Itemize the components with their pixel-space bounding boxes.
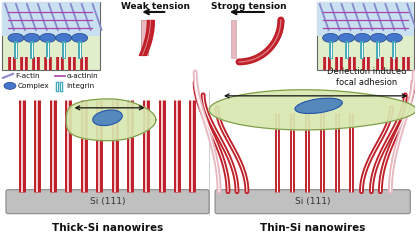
Bar bbox=[231, 20, 236, 58]
Ellipse shape bbox=[40, 33, 56, 42]
Ellipse shape bbox=[24, 33, 40, 42]
Text: Deflection induced
focal adhesion: Deflection induced focal adhesion bbox=[327, 67, 406, 87]
Bar bbox=[141, 20, 148, 55]
Bar bbox=[2, 2, 100, 70]
Bar bbox=[317, 2, 414, 70]
Text: Thin-Si nanowires: Thin-Si nanowires bbox=[260, 223, 365, 233]
Ellipse shape bbox=[339, 33, 354, 42]
Ellipse shape bbox=[295, 98, 342, 113]
Bar bbox=[2, 2, 100, 36]
Ellipse shape bbox=[323, 33, 339, 42]
Ellipse shape bbox=[386, 33, 402, 42]
Ellipse shape bbox=[4, 82, 16, 89]
Text: Integrin: Integrin bbox=[67, 83, 95, 89]
Ellipse shape bbox=[8, 33, 24, 42]
Text: Weak tension: Weak tension bbox=[121, 3, 190, 11]
Ellipse shape bbox=[370, 33, 386, 42]
Bar bbox=[317, 2, 414, 36]
Text: Complex: Complex bbox=[18, 83, 50, 89]
Text: F-actin: F-actin bbox=[15, 73, 40, 79]
Text: Strong tension: Strong tension bbox=[211, 3, 287, 11]
Text: Thick-Si nanowires: Thick-Si nanowires bbox=[52, 223, 163, 233]
Text: Si (111): Si (111) bbox=[90, 197, 125, 206]
FancyBboxPatch shape bbox=[6, 190, 209, 214]
FancyBboxPatch shape bbox=[215, 190, 410, 214]
Text: Si (111): Si (111) bbox=[295, 197, 330, 206]
Text: α-actinin: α-actinin bbox=[67, 73, 98, 79]
Ellipse shape bbox=[354, 33, 370, 42]
Ellipse shape bbox=[56, 33, 72, 42]
Polygon shape bbox=[66, 99, 156, 141]
Ellipse shape bbox=[93, 110, 122, 126]
Polygon shape bbox=[209, 90, 416, 130]
Ellipse shape bbox=[72, 33, 88, 42]
